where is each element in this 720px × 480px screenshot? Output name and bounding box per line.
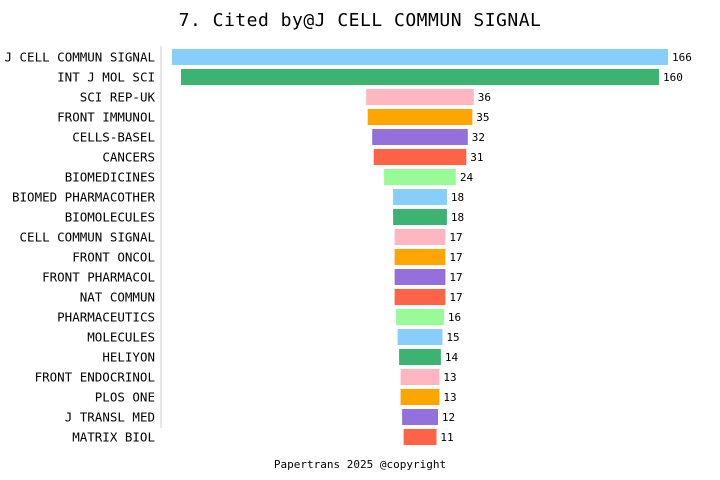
value-label: 16 <box>448 311 461 324</box>
value-label: 24 <box>460 171 474 184</box>
value-label: 13 <box>443 391 456 404</box>
bar <box>399 349 441 365</box>
value-label: 31 <box>470 151 483 164</box>
value-label: 160 <box>663 71 683 84</box>
bars-layer <box>172 49 668 445</box>
bar <box>403 429 437 445</box>
value-label: 17 <box>449 231 462 244</box>
category-label: PHARMACEUTICS <box>57 310 155 325</box>
value-label: 14 <box>445 351 459 364</box>
category-label: FRONT ONCOL <box>72 250 155 265</box>
value-label: 17 <box>449 251 462 264</box>
category-labels: J CELL COMMUN SIGNAL INT J MOL SCI SCI REP… <box>4 50 155 445</box>
category-label: INT J MOL SCI <box>57 70 155 85</box>
value-label: 17 <box>449 271 462 284</box>
value-label: 17 <box>449 291 462 304</box>
bar <box>393 209 447 225</box>
bar <box>367 109 473 125</box>
value-label: 36 <box>478 91 491 104</box>
category-label: NAT COMMUN <box>80 290 155 305</box>
category-label: CANCERS <box>102 150 155 165</box>
value-label: 166 <box>672 51 692 64</box>
category-label: CELL COMMUN SIGNAL <box>20 230 155 245</box>
bar <box>394 249 446 265</box>
category-label: MATRIX BIOL <box>72 430 155 445</box>
copyright-footer: Papertrans 2025 @copyright <box>273 458 447 471</box>
bar <box>394 289 446 305</box>
value-label: 35 <box>476 111 489 124</box>
category-label: BIOMED PHARMACOTHER <box>12 190 155 205</box>
value-label: 12 <box>442 411 455 424</box>
chart-title: 7. Cited by@J CELL COMMUN SIGNAL <box>178 10 542 31</box>
bar <box>366 89 474 105</box>
bar <box>172 49 668 65</box>
bar <box>181 69 660 85</box>
bar <box>373 149 467 165</box>
category-label: BIOMEDICINES <box>65 170 155 185</box>
bar <box>384 169 456 185</box>
value-label: 13 <box>443 371 456 384</box>
category-label: J CELL COMMUN SIGNAL <box>4 50 155 65</box>
bar <box>394 229 446 245</box>
bar <box>400 389 440 405</box>
bar <box>396 309 444 325</box>
value-label: 32 <box>472 131 485 144</box>
value-label: 11 <box>440 431 453 444</box>
value-labels: 166 160 36 35 32 31 24 18 18 17 17 17 17 16 15 14 13 13 12… <box>440 51 691 444</box>
category-label: FRONT ENDOCRINOL <box>35 370 155 385</box>
bar <box>402 409 438 425</box>
bar <box>394 269 446 285</box>
category-label: MOLECULES <box>87 330 155 345</box>
value-label: 18 <box>451 191 464 204</box>
bar <box>400 369 440 385</box>
bar <box>393 189 447 205</box>
bar <box>397 329 443 345</box>
value-label: 15 <box>446 331 459 344</box>
category-label: SCI REP-UK <box>80 90 156 105</box>
category-label: FRONT IMMUNOL <box>57 110 155 125</box>
category-label: CELLS-BASEL <box>72 130 155 145</box>
bar <box>372 129 468 145</box>
category-label: J TRANSL MED <box>65 410 155 425</box>
value-label: 18 <box>451 211 464 224</box>
category-label: BIOMOLECULES <box>65 210 155 225</box>
category-label: PLOS ONE <box>95 390 155 405</box>
category-label: HELIYON <box>102 350 155 365</box>
category-label: FRONT PHARMACOL <box>42 270 155 285</box>
